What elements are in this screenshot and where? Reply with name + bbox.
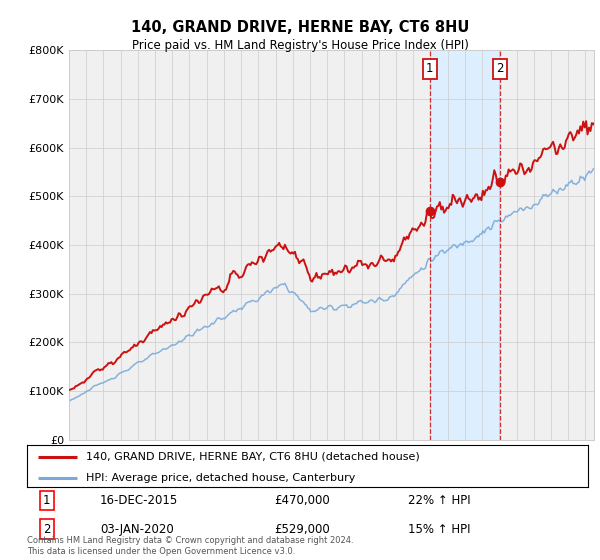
Text: £529,000: £529,000 <box>274 522 329 536</box>
Text: 1: 1 <box>426 62 434 76</box>
Bar <box>430 50 500 440</box>
Text: 2: 2 <box>496 62 504 76</box>
Text: 03-JAN-2020: 03-JAN-2020 <box>100 522 173 536</box>
Text: 140, GRAND DRIVE, HERNE BAY, CT6 8HU: 140, GRAND DRIVE, HERNE BAY, CT6 8HU <box>131 20 469 35</box>
Text: HPI: Average price, detached house, Canterbury: HPI: Average price, detached house, Cant… <box>86 473 355 483</box>
Text: £470,000: £470,000 <box>274 494 329 507</box>
Text: 140, GRAND DRIVE, HERNE BAY, CT6 8HU (detached house): 140, GRAND DRIVE, HERNE BAY, CT6 8HU (de… <box>86 451 419 461</box>
Text: 15% ↑ HPI: 15% ↑ HPI <box>409 522 471 536</box>
Text: Price paid vs. HM Land Registry's House Price Index (HPI): Price paid vs. HM Land Registry's House … <box>131 39 469 52</box>
Text: 1: 1 <box>43 494 50 507</box>
Text: Contains HM Land Registry data © Crown copyright and database right 2024.
This d: Contains HM Land Registry data © Crown c… <box>27 536 353 556</box>
Text: 2: 2 <box>43 522 50 536</box>
Text: 22% ↑ HPI: 22% ↑ HPI <box>409 494 471 507</box>
Text: 16-DEC-2015: 16-DEC-2015 <box>100 494 178 507</box>
